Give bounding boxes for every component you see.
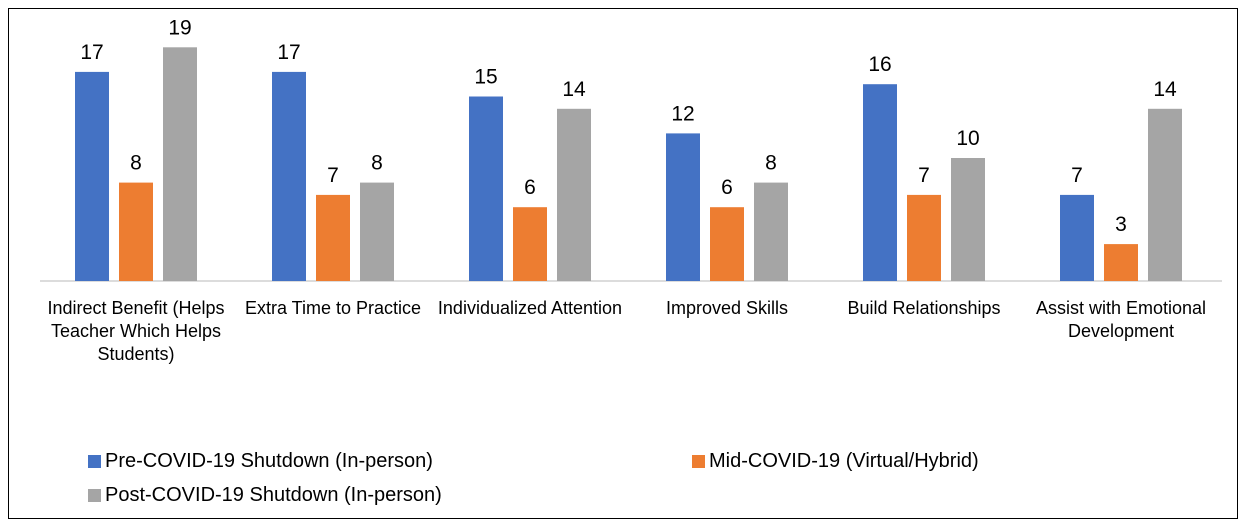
bar <box>863 84 897 281</box>
legend-item: Pre-COVID-19 Shutdown (In-person) <box>88 448 692 474</box>
bar <box>951 158 985 281</box>
data-label: 3 <box>1115 213 1127 236</box>
x-tick-label: Individualized Attention <box>437 298 623 318</box>
data-label: 8 <box>130 152 142 175</box>
bar <box>1060 194 1094 281</box>
bar <box>360 182 394 281</box>
data-label: 17 <box>80 41 103 64</box>
bar <box>119 182 153 281</box>
bar <box>272 71 306 282</box>
chart-frame <box>8 8 1238 519</box>
bar <box>316 194 350 281</box>
bar <box>1104 244 1138 281</box>
bar <box>710 207 744 281</box>
legend-swatch <box>692 454 705 468</box>
data-label: 8 <box>765 152 777 175</box>
data-label: 19 <box>168 16 191 39</box>
legend-label: Pre-COVID-19 Shutdown (In-person) <box>105 449 433 472</box>
data-label: 7 <box>327 164 339 187</box>
bar <box>666 133 700 281</box>
data-label: 12 <box>671 102 694 125</box>
data-label: 7 <box>918 164 930 187</box>
bar <box>1148 108 1182 281</box>
x-tick-label: Extra Time to Practice <box>244 298 422 318</box>
data-label: 14 <box>562 78 586 101</box>
bar <box>75 71 109 282</box>
legend-swatch <box>88 488 101 502</box>
legend-label: Mid-COVID-19 (Virtual/Hybrid) <box>709 449 979 472</box>
data-label: 14 <box>1153 78 1177 101</box>
data-label: 6 <box>721 176 733 199</box>
legend-item: Post-COVID-19 Shutdown (In-person) <box>88 482 692 508</box>
data-label: 15 <box>474 66 497 89</box>
legend: Pre-COVID-19 Shutdown (In-person) Mid-COV… <box>88 448 979 508</box>
data-label: 6 <box>524 176 536 199</box>
legend-swatch <box>88 454 101 468</box>
data-label: 16 <box>868 53 891 76</box>
bar <box>907 194 941 281</box>
legend-item: Mid-COVID-19 (Virtual/Hybrid) <box>692 448 979 474</box>
bar <box>513 207 547 281</box>
legend-label: Post-COVID-19 Shutdown (In-person) <box>105 483 442 506</box>
x-tick-label: Assist with Emotional Development <box>1035 298 1207 341</box>
x-tick-label: Indirect Benefit (Helps Teacher Which He… <box>47 298 225 364</box>
bar <box>469 96 503 281</box>
x-tick-label: Build Relationships <box>847 298 1001 318</box>
bar <box>163 47 197 281</box>
bar <box>754 182 788 281</box>
data-label: 8 <box>371 152 383 175</box>
data-label: 10 <box>956 127 979 150</box>
data-label: 17 <box>277 41 300 64</box>
bar <box>557 108 591 281</box>
x-tick-label: Improved Skills <box>665 298 789 318</box>
data-label: 7 <box>1071 164 1083 187</box>
